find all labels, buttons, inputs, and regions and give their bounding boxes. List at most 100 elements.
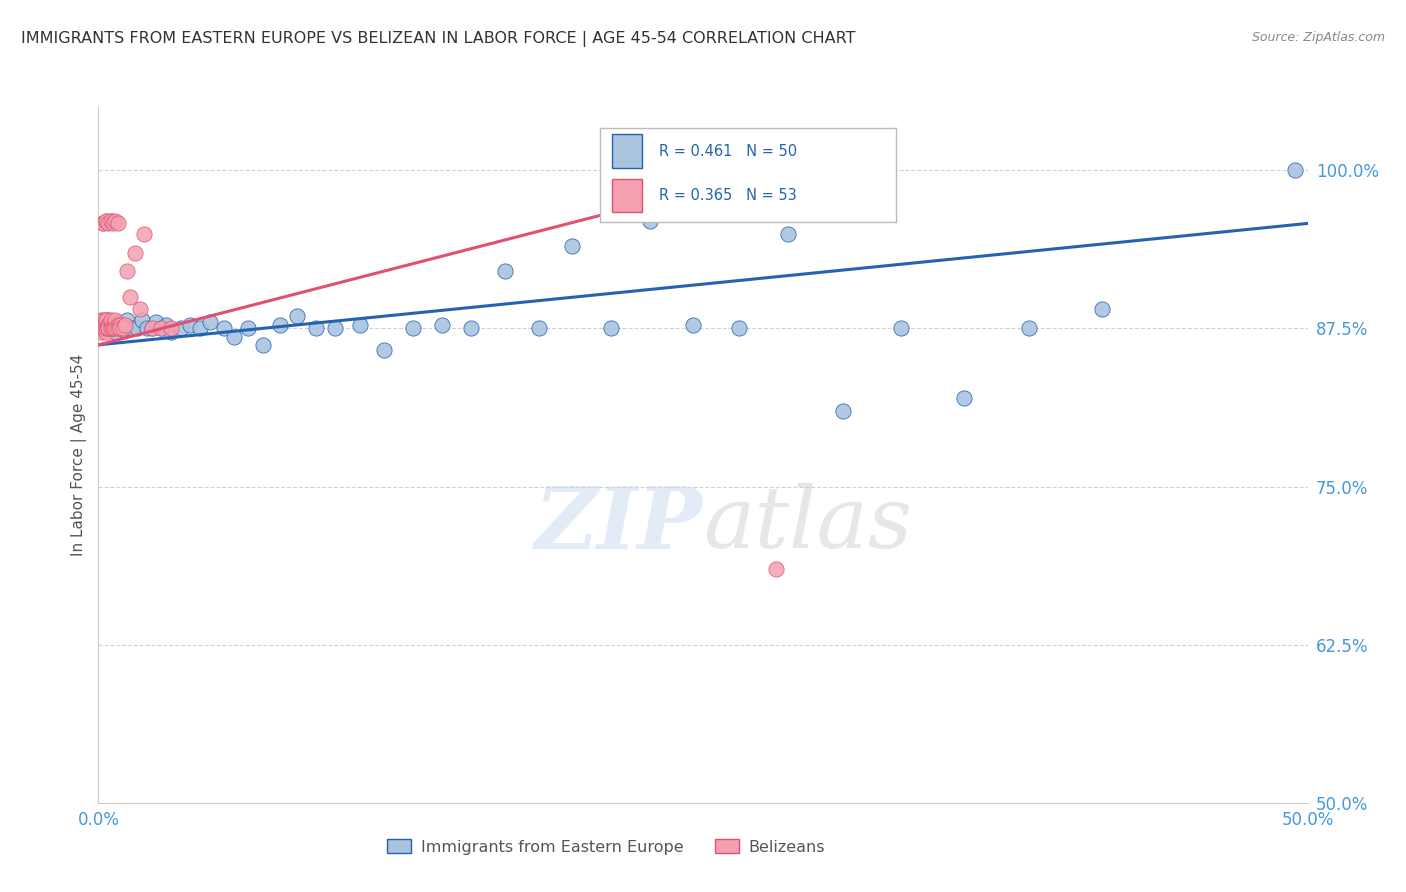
Point (325, 321, 347, 335)
Point (97, 216, 120, 230)
Point (135, 321, 157, 335)
Point (373, 343, 395, 357)
Point (118, 290, 141, 304)
Point (561, 239, 583, 253)
Point (94, 214, 117, 228)
Point (101, 321, 124, 335)
Point (104, 318, 127, 332)
Point (145, 315, 167, 329)
Point (728, 321, 751, 335)
Point (349, 318, 371, 332)
Y-axis label: In Labor Force | Age 45-54: In Labor Force | Age 45-54 (72, 354, 87, 556)
Point (776, 227, 799, 241)
Point (101, 216, 124, 230)
Point (94, 318, 117, 332)
Point (94, 312, 117, 326)
Point (104, 214, 127, 228)
Point (222, 330, 245, 344)
Point (100, 214, 122, 228)
Point (91, 216, 114, 230)
Point (238, 321, 260, 335)
Point (155, 318, 177, 332)
Point (179, 318, 201, 332)
Point (94, 214, 117, 228)
Point (141, 321, 163, 335)
Point (121, 321, 143, 335)
Text: atlas: atlas (703, 483, 912, 566)
Point (269, 318, 291, 332)
Point (1091, 302, 1114, 317)
Point (402, 321, 425, 335)
Point (150, 321, 173, 335)
Point (124, 245, 146, 260)
Point (460, 321, 482, 335)
Point (104, 321, 127, 335)
Point (160, 321, 183, 335)
Point (600, 321, 623, 335)
Point (107, 315, 129, 329)
Point (188, 321, 211, 335)
Point (953, 391, 976, 405)
Point (111, 321, 134, 335)
Point (91, 312, 114, 326)
Point (638, 214, 661, 228)
Point (117, 264, 139, 278)
Point (94, 321, 117, 335)
Point (97, 321, 120, 335)
Point (114, 318, 136, 332)
Point (91, 321, 114, 335)
Point (212, 321, 235, 335)
Point (100, 321, 122, 335)
Point (430, 318, 453, 332)
Point (1284, 163, 1306, 178)
Point (90, 325, 112, 339)
Point (128, 302, 150, 317)
Point (890, 321, 912, 335)
Point (100, 318, 122, 332)
Point (91, 318, 114, 332)
Point (101, 318, 124, 332)
Point (107, 321, 129, 335)
Text: IMMIGRANTS FROM EASTERN EUROPE VS BELIZEAN IN LABOR FORCE | AGE 45-54 CORRELATIO: IMMIGRANTS FROM EASTERN EUROPE VS BELIZE… (21, 31, 856, 47)
Point (141, 321, 163, 335)
Point (252, 338, 274, 352)
Point (107, 216, 129, 230)
Point (198, 315, 221, 329)
Point (91, 321, 114, 335)
Point (107, 318, 129, 332)
Point (108, 321, 131, 335)
Point (97, 318, 120, 332)
Point (91, 318, 114, 332)
Point (97, 318, 120, 332)
Point (101, 321, 124, 335)
Point (97, 321, 120, 335)
Point (285, 309, 308, 323)
Legend: Immigrants from Eastern Europe, Belizeans: Immigrants from Eastern Europe, Belizean… (381, 833, 832, 861)
Point (90, 318, 112, 332)
Point (127, 321, 149, 335)
Point (94, 321, 117, 335)
Point (117, 312, 139, 326)
Point (101, 318, 124, 332)
Point (108, 321, 131, 335)
Point (100, 214, 122, 228)
Point (169, 321, 191, 335)
Point (150, 321, 173, 335)
Point (94, 318, 117, 332)
Point (765, 562, 787, 576)
Point (100, 321, 122, 335)
Point (1018, 321, 1040, 335)
Point (494, 264, 516, 278)
Point (160, 325, 183, 339)
Text: Source: ZipAtlas.com: Source: ZipAtlas.com (1251, 31, 1385, 45)
Point (94, 312, 117, 326)
Point (305, 321, 328, 335)
Point (104, 325, 127, 339)
Point (682, 318, 704, 332)
Point (100, 312, 122, 326)
Point (94, 325, 117, 339)
Point (97, 312, 120, 326)
Point (111, 318, 134, 332)
Point (108, 318, 131, 332)
Text: ZIP: ZIP (536, 483, 703, 566)
